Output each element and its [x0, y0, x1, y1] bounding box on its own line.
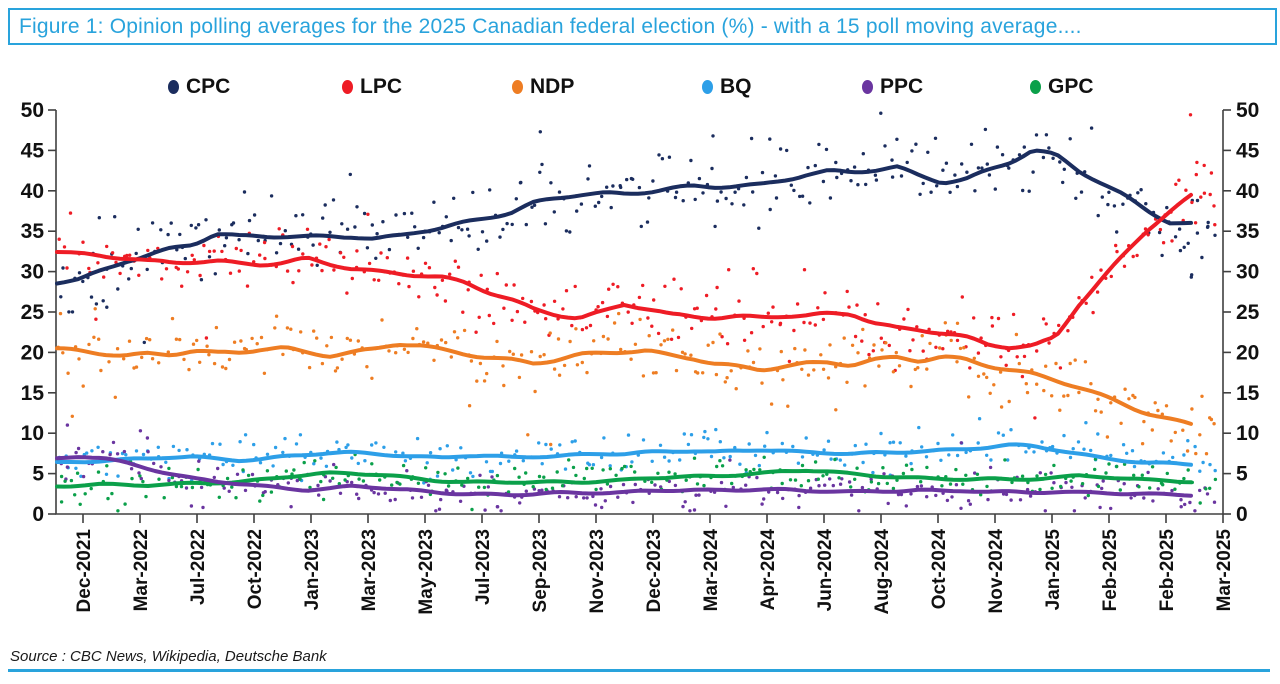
legend-item-gpc: GPC [1030, 72, 1094, 102]
legend-label-gpc: GPC [1048, 75, 1094, 98]
y-axis-tick-label-left: 25 [21, 301, 45, 324]
legend-item-ppc: PPC [862, 72, 923, 102]
lpc-legend-marker-icon [342, 80, 353, 94]
y-axis-tick-label-right: 0 [1236, 503, 1248, 526]
y-axis-tick-label-left: 45 [21, 139, 45, 162]
x-axis-tick-label: Sep-2023 [530, 529, 551, 612]
series-BQ-ma-line [55, 442, 1193, 467]
y-axis-tick-label-right: 40 [1236, 180, 1259, 203]
x-axis-tick-label: Aug-2024 [872, 529, 893, 615]
x-axis-tick-label: Feb-2025 [1157, 529, 1178, 612]
x-axis-tick-label: Nov-2024 [986, 529, 1007, 614]
y-axis-tick-label-left: 35 [21, 220, 45, 243]
legend-item-lpc: LPC [342, 72, 402, 102]
y-axis-tick-label-right: 30 [1236, 261, 1259, 284]
series-CPC-ma-line [55, 148, 1193, 286]
x-axis-tick-label: Dec-2023 [644, 529, 665, 612]
x-axis-tick-label: Jan-2023 [302, 529, 323, 610]
y-axis-tick-label-left: 5 [32, 463, 44, 486]
ndp-legend-marker-icon [512, 80, 523, 94]
legend-label-bq: BQ [720, 75, 752, 98]
gpc-legend-marker-icon [1030, 80, 1041, 94]
figure-title-box: Figure 1: Opinion polling averages for t… [8, 8, 1277, 45]
x-axis-tick-label: Mar-2025 [1214, 529, 1235, 612]
y-axis-tick-label-right: 50 [1236, 99, 1259, 122]
series-PPC-scatter [59, 423, 1217, 513]
y-axis-tick-label-right: 45 [1236, 139, 1260, 162]
y-axis-tick-label-left: 15 [21, 382, 45, 405]
bq-legend-marker-icon [702, 80, 713, 94]
y-axis-tick-label-right: 20 [1236, 341, 1259, 364]
y-axis-tick-label-left: 40 [21, 180, 44, 203]
y-axis-tick-label-left: 10 [21, 422, 44, 445]
bottom-divider [8, 669, 1270, 672]
x-axis-tick-label: May-2023 [416, 529, 437, 615]
x-axis-tick-label: Apr-2024 [758, 529, 779, 611]
series-LPC-scatter [57, 113, 1217, 420]
x-axis-tick-label: Jun-2024 [815, 529, 836, 612]
legend-label-ppc: PPC [880, 75, 924, 98]
x-axis-tick-label: Jul-2022 [188, 529, 209, 605]
y-axis-tick-label-left: 0 [32, 503, 44, 526]
x-axis-tick-label: Mar-2024 [701, 529, 722, 612]
x-axis-tick-label: Mar-2022 [131, 529, 152, 611]
x-axis-tick-label: Nov-2023 [587, 529, 608, 614]
x-axis-tick-label: Feb-2025 [1100, 529, 1121, 612]
legend-item-bq: BQ [702, 72, 752, 102]
series-NDP-ma-line [55, 343, 1193, 426]
x-axis-tick-label: Jul-2023 [473, 529, 494, 605]
figure-title: Figure 1: Opinion polling averages for t… [19, 14, 1082, 38]
x-axis-tick-label: Oct-2024 [929, 529, 950, 610]
series-PPC-ma-line [55, 455, 1193, 498]
x-axis-tick-label: Dec-2021 [74, 529, 95, 613]
x-axis-tick-label: Mar-2023 [359, 529, 380, 611]
legend-label-ndp: NDP [530, 75, 575, 98]
y-axis-tick-label-right: 35 [1236, 220, 1260, 243]
y-axis-tick-label-right: 10 [1236, 422, 1259, 445]
y-axis-tick-label-left: 20 [21, 341, 44, 364]
y-axis-tick-label-right: 25 [1236, 301, 1260, 324]
source-note: Source : CBC News, Wikipedia, Deutsche B… [10, 648, 327, 665]
cpc-legend-marker-icon [168, 80, 179, 94]
y-axis-tick-label-left: 50 [21, 99, 44, 122]
series-GPC-ma-line [55, 468, 1193, 489]
series-NDP-scatter [56, 307, 1216, 456]
chart-legend: CPC LPC NDP BQ PPC GPC [0, 72, 1280, 102]
y-axis-tick-label-left: 30 [21, 261, 44, 284]
x-axis-tick-label: Jan-2025 [1043, 529, 1064, 611]
y-axis-tick-label-right: 5 [1236, 463, 1248, 486]
series-LPC-ma-line [55, 192, 1193, 351]
x-axis-tick-label: Oct-2022 [245, 529, 266, 609]
y-axis-tick-label-right: 15 [1236, 382, 1260, 405]
axes: 0 0 5 5 10 10 15 15 20 20 25 25 30 30 35 35 40 40 45 45 50 50… [21, 99, 1260, 615]
ppc-legend-marker-icon [862, 80, 873, 94]
legend-label-lpc: LPC [360, 75, 402, 98]
legend-item-cpc: CPC [168, 72, 230, 102]
series-CPC-scatter [59, 111, 1217, 345]
legend-label-cpc: CPC [186, 75, 231, 98]
legend-item-ndp: NDP [512, 72, 574, 102]
